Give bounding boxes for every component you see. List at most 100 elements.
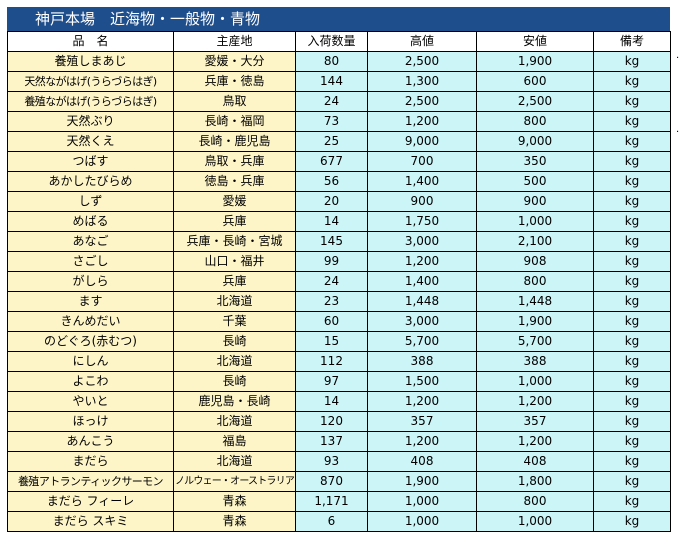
cell-low-price: 800 [476, 491, 594, 512]
cell-remarks: kg [593, 91, 671, 112]
cell-origin: 北海道 [173, 411, 296, 432]
cell-high-price: 3,000 [367, 311, 477, 332]
cell-remarks: kg [593, 171, 671, 192]
cell-origin: 長崎 [173, 331, 296, 352]
cell-remarks: kg [593, 511, 671, 532]
cell-quantity: 14 [295, 391, 368, 412]
cell-low-price: 800 [476, 111, 594, 132]
cell-origin: 兵庫 [173, 211, 296, 232]
cell-name: きんめだい [7, 311, 174, 332]
cell-quantity: 60 [295, 311, 368, 332]
cell-origin: 山口・福井 [173, 251, 296, 272]
cell-quantity: 25 [295, 131, 368, 152]
cell-low-price: 1,900 [476, 311, 594, 332]
cell-high-price: 1,900 [367, 471, 477, 492]
cell-remarks: kg [593, 131, 671, 152]
cell-high-price: 1,400 [367, 171, 477, 192]
cell-origin: 青森 [173, 511, 296, 532]
table-row: めばる 兵庫 14 1,750 1,000 kg [7, 211, 671, 232]
cell-remarks: kg [593, 371, 671, 392]
header-high-price: 高値 [367, 31, 477, 52]
cell-origin: 愛媛・大分 [173, 51, 296, 72]
table-row: 天然ながはげ(うらづらはぎ) 兵庫・徳島 144 1,300 600 kg [7, 71, 671, 92]
cell-remarks: kg [593, 311, 671, 332]
cell-low-price: 9,000 [476, 131, 594, 152]
cell-name: しず [7, 191, 174, 212]
cell-low-price: 1,448 [476, 291, 594, 312]
cell-name: あかしたびらめ [7, 171, 174, 192]
side-mark: . [676, 50, 680, 61]
side-mark: . [676, 124, 680, 135]
table-row: 天然ぶり 長崎・福岡 73 1,200 800 kg [7, 111, 671, 132]
cell-high-price: 3,000 [367, 231, 477, 252]
cell-low-price: 600 [476, 71, 594, 92]
cell-origin: 青森 [173, 491, 296, 512]
cell-quantity: 93 [295, 451, 368, 472]
cell-remarks: kg [593, 231, 671, 252]
cell-remarks: kg [593, 351, 671, 372]
cell-origin: 長崎・鹿児島 [173, 131, 296, 152]
cell-low-price: 900 [476, 191, 594, 212]
cell-low-price: 908 [476, 251, 594, 272]
cell-name: ます [7, 291, 174, 312]
cell-origin: 長崎 [173, 371, 296, 392]
cell-low-price: 2,100 [476, 231, 594, 252]
cell-name: あなご [7, 231, 174, 252]
table-row: まだら スキミ 青森 6 1,000 1,000 kg [7, 511, 671, 532]
cell-high-price: 1,000 [367, 491, 477, 512]
sheet-title: 神戸本場 近海物・一般物・青物 [7, 7, 670, 31]
cell-low-price: 357 [476, 411, 594, 432]
cell-remarks: kg [593, 491, 671, 512]
cell-high-price: 2,500 [367, 91, 477, 112]
cell-quantity: 56 [295, 171, 368, 192]
table-row: 養殖しまあじ 愛媛・大分 80 2,500 1,900 kg [7, 51, 671, 72]
table-row: しず 愛媛 20 900 900 kg [7, 191, 671, 212]
cell-remarks: kg [593, 211, 671, 232]
cell-remarks: kg [593, 51, 671, 72]
table-row: 養殖ながはげ(うらづらはぎ) 鳥取 24 2,500 2,500 kg [7, 91, 671, 112]
cell-name: 養殖ながはげ(うらづらはぎ) [7, 91, 174, 112]
table-row: ほっけ 北海道 120 357 357 kg [7, 411, 671, 432]
cell-remarks: kg [593, 411, 671, 432]
cell-high-price: 5,700 [367, 331, 477, 352]
header-origin: 主産地 [173, 31, 296, 52]
cell-low-price: 388 [476, 351, 594, 372]
cell-name: 養殖アトランティックサーモン [7, 471, 174, 492]
cell-remarks: kg [593, 291, 671, 312]
cell-quantity: 97 [295, 371, 368, 392]
cell-name: つばす [7, 151, 174, 172]
cell-quantity: 112 [295, 351, 368, 372]
cell-name: にしん [7, 351, 174, 372]
cell-origin: 北海道 [173, 451, 296, 472]
cell-quantity: 1,171 [295, 491, 368, 512]
table-row: あなご 兵庫・長崎・宮城 145 3,000 2,100 kg [7, 231, 671, 252]
cell-high-price: 700 [367, 151, 477, 172]
cell-name: がしら [7, 271, 174, 292]
table-row: よこわ 長崎 97 1,500 1,000 kg [7, 371, 671, 392]
cell-low-price: 1,000 [476, 511, 594, 532]
cell-quantity: 24 [295, 91, 368, 112]
cell-name: まだら スキミ [7, 511, 174, 532]
cell-high-price: 1,750 [367, 211, 477, 232]
cell-high-price: 388 [367, 351, 477, 372]
table-row: まだら 北海道 93 408 408 kg [7, 451, 671, 472]
header-low-price: 安値 [476, 31, 594, 52]
cell-low-price: 5,700 [476, 331, 594, 352]
cell-low-price: 1,000 [476, 211, 594, 232]
table-row: 養殖アトランティックサーモン ノルウェー・オーストラリア 870 1,900 1,800… [7, 471, 671, 492]
table-row: ます 北海道 23 1,448 1,448 kg [7, 291, 671, 312]
cell-name: 天然くえ [7, 131, 174, 152]
table-body: 養殖しまあじ 愛媛・大分 80 2,500 1,900 kg 天然ながはげ(うらづらはぎ) 兵… [7, 51, 671, 532]
cell-name: あんこう [7, 431, 174, 452]
header-quantity: 入荷数量 [295, 31, 368, 52]
market-price-sheet: 神戸本場 近海物・一般物・青物 品 名 主産地 入荷数量 高値 安値 備考 養殖… [7, 7, 671, 532]
cell-quantity: 137 [295, 431, 368, 452]
cell-origin: 愛媛 [173, 191, 296, 212]
cell-low-price: 800 [476, 271, 594, 292]
cell-quantity: 677 [295, 151, 368, 172]
cell-low-price: 350 [476, 151, 594, 172]
cell-quantity: 6 [295, 511, 368, 532]
cell-high-price: 408 [367, 451, 477, 472]
cell-origin: 鹿児島・長崎 [173, 391, 296, 412]
cell-high-price: 9,000 [367, 131, 477, 152]
